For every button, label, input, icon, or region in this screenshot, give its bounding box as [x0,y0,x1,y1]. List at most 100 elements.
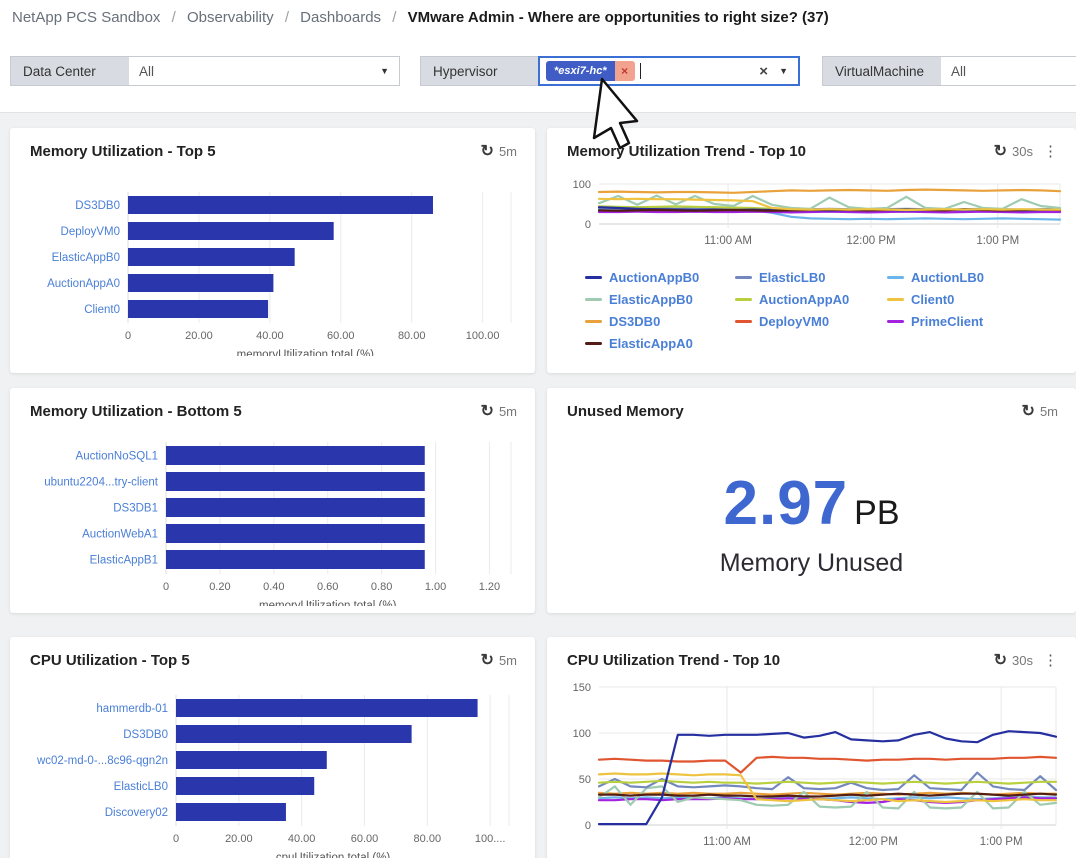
bar-ElasticLB0[interactable] [176,777,315,795]
cpu-trend-line-chart[interactable]: 0 50 100 150 11:00 AM 12:00 PM 1:00 PM [553,679,1068,858]
x-tick-label: 100.00 [466,330,500,342]
legend-item-DS3DB0[interactable]: DS3DB0 [585,314,735,329]
panel-memory-top5: Memory Utilization - Top 5 ↻ 5m 0 20.00 40… [10,128,535,373]
bar-AuctionWebA1[interactable] [166,524,425,543]
series-line[interactable] [597,779,1058,785]
legend-label: ElasticAppB0 [609,292,693,307]
x-tick-label: 40.00 [288,833,316,845]
series-line[interactable] [597,771,1058,792]
cpu-top5-bar-chart[interactable]: 0 20.00 40.00 60.00 80.00 100.... hammerdb-01 D… [16,689,531,858]
category-label[interactable]: ubuntu2204...try-client [44,477,159,489]
y-tick-label: 100 [573,179,591,191]
bar-hammerdb-01[interactable] [176,699,478,717]
category-label[interactable]: hammerdb-01 [96,703,168,715]
series-line[interactable] [597,755,1058,774]
bar-ubuntu2204...try-client[interactable] [166,472,425,491]
filter-data-center: Data Center All ▼ [10,56,400,86]
bar-DeployVM0[interactable] [128,222,334,240]
category-label[interactable]: AuctionAppA0 [47,278,120,290]
dropdown-caret-icon[interactable]: ▼ [380,66,389,76]
bar-wc02-md-0-...8c96-qgn2n[interactable] [176,751,327,769]
breadcrumb-link-netapp-pcs-sandbox[interactable]: NetApp PCS Sandbox [12,9,161,26]
series-line[interactable] [597,730,1058,826]
category-label[interactable]: ElasticLB0 [114,781,168,793]
legend-item-Client0[interactable]: Client0 [887,292,1047,307]
bar-Client0[interactable] [128,300,269,318]
breadcrumb-link-observability[interactable]: Observability [186,9,274,26]
legend-label: DS3DB0 [609,314,661,329]
category-label[interactable]: Discovery02 [105,807,168,819]
bar-Discovery02[interactable] [176,803,286,821]
panel-title: CPU Utilization - Top 5 [30,652,190,669]
bar-AuctionNoSQL1[interactable] [166,446,425,465]
legend-swatch [887,298,904,301]
legend-swatch [735,276,752,279]
refresh-interval: 30s [1012,144,1033,159]
legend-item-ElasticLB0[interactable]: ElasticLB0 [735,270,887,285]
data-center-select[interactable]: All ▼ [129,57,399,85]
hypervisor-label: Hypervisor [421,57,539,85]
legend-item-PrimeClient[interactable]: PrimeClient [887,314,1047,329]
bar-DS3DB0[interactable] [128,196,433,214]
series-line-PrimeClient[interactable] [597,210,1062,214]
legend-item-AuctionLB0[interactable]: AuctionLB0 [887,270,1047,285]
memory-top5-bar-chart[interactable]: 0 20.00 40.00 60.00 80.00 100.00 DS3DB0 DeployV… [16,186,531,356]
virtual-machine-value: All [951,63,967,79]
series-line[interactable] [597,792,1058,798]
category-label[interactable]: AuctionNoSQL1 [76,451,158,463]
kebab-menu-icon[interactable]: ⋮ [1043,143,1058,160]
x-tick-label: 0 [173,833,179,845]
refresh-icon[interactable]: ↻ [480,402,494,420]
category-label[interactable]: wc02-md-0-...8c96-qgn2n [36,755,168,767]
tag-remove-icon[interactable]: × [614,61,635,81]
refresh-interval: 30s [1012,653,1033,668]
category-label[interactable]: Client0 [84,304,120,316]
legend-column: ElasticLB0 AuctionAppA0 DeployVM0 [735,270,887,358]
virtual-machine-select[interactable]: All [941,57,1076,85]
bar-ElasticAppB1[interactable] [166,550,425,569]
breadcrumb-separator: / [392,9,397,26]
series-line[interactable] [597,772,1058,804]
series-line-Client0[interactable] [597,197,1062,212]
refresh-icon[interactable]: ↻ [480,142,494,160]
legend-item-DeployVM0[interactable]: DeployVM0 [735,314,887,329]
refresh-icon[interactable]: ↻ [1021,402,1035,420]
category-label[interactable]: ElasticAppB1 [90,555,158,567]
clear-icon[interactable]: × [759,62,768,80]
dropdown-caret-icon[interactable]: ▼ [779,66,788,76]
refresh-icon[interactable]: ↻ [480,651,494,669]
top-bar: NetApp PCS Sandbox / Observability / Das… [0,0,1076,113]
x-tick-label: 80.00 [414,833,442,845]
refresh-icon[interactable]: ↻ [993,142,1008,160]
series-line-DS3DB0[interactable] [597,188,1062,194]
series-line-ElasticAppB0[interactable] [597,194,1062,210]
bar-ElasticAppB0[interactable] [128,248,295,266]
memory-bottom5-bar-chart[interactable]: 0 0.20 0.40 0.60 0.80 1.00 1.20 AuctionNoSQL1 ub… [16,436,531,606]
breadcrumb-link-dashboards[interactable]: Dashboards [300,9,382,26]
category-label[interactable]: DS3DB1 [113,503,158,515]
category-label[interactable]: AuctionWebA1 [82,529,158,541]
bar-DS3DB1[interactable] [166,498,425,517]
category-label[interactable]: DS3DB0 [123,729,168,741]
legend-item-AuctionAppB0[interactable]: AuctionAppB0 [585,270,735,285]
refresh-icon[interactable]: ↻ [993,651,1008,669]
refresh-interval: 5m [498,404,517,419]
hypervisor-input[interactable]: *esxi7-hc* × × ▼ [538,56,800,86]
category-label[interactable]: DS3DB0 [75,200,120,212]
kebab-menu-icon[interactable]: ⋮ [1043,652,1058,669]
x-tick-label: 0.80 [371,581,392,593]
y-tick-label: 50 [579,774,591,786]
legend-item-ElasticAppA0[interactable]: ElasticAppA0 [585,336,735,351]
legend-item-ElasticAppB0[interactable]: ElasticAppB0 [585,292,735,307]
bar-DS3DB0[interactable] [176,725,412,743]
category-label[interactable]: DeployVM0 [61,226,120,238]
category-label[interactable]: ElasticAppB0 [52,252,120,264]
x-tick-label: 11:00 AM [703,836,751,848]
x-tick-label: 40.00 [256,330,284,342]
refresh-interval: 5m [498,653,517,668]
legend-item-AuctionAppA0[interactable]: AuctionAppA0 [735,292,887,307]
bar-AuctionAppA0[interactable] [128,274,274,292]
hypervisor-filter-tag[interactable]: *esxi7-hc* × [546,61,635,81]
memory-trend-line-chart[interactable]: 0 100 11:00 AM 12:00 PM 1:00 PM [553,176,1068,252]
y-tick-label: 0 [585,219,591,231]
